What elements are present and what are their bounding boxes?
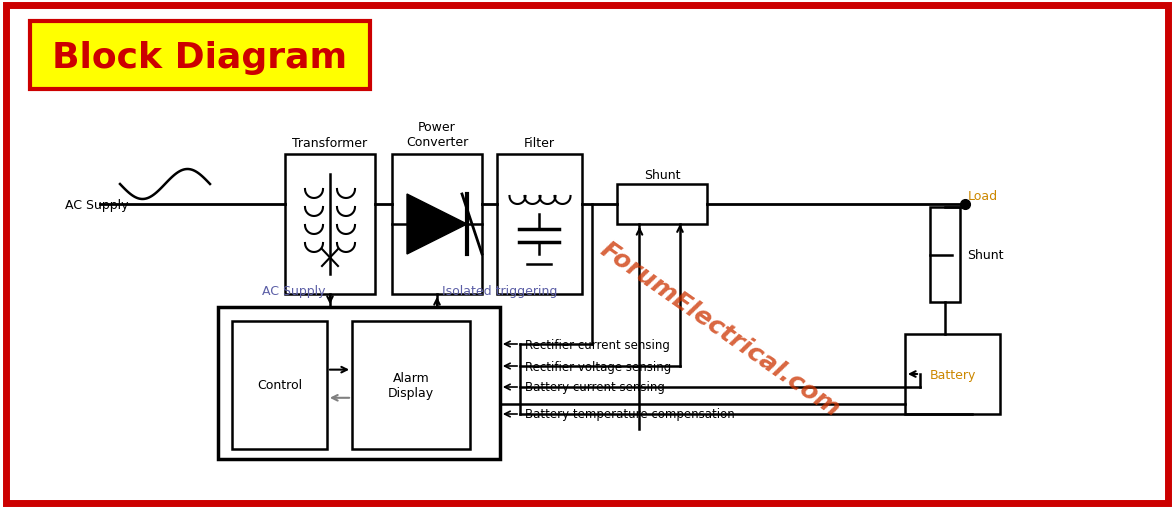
Bar xyxy=(218,307,500,459)
Bar xyxy=(392,155,483,294)
Bar xyxy=(285,155,375,294)
Bar xyxy=(31,22,370,90)
Bar xyxy=(352,321,470,449)
Bar xyxy=(930,208,960,302)
Bar xyxy=(497,155,582,294)
Polygon shape xyxy=(407,194,467,254)
Text: Isolated triggering: Isolated triggering xyxy=(441,285,558,297)
Text: Rectifier current sensing: Rectifier current sensing xyxy=(525,338,670,351)
Text: Filter: Filter xyxy=(524,136,555,149)
Text: Battery current sensing: Battery current sensing xyxy=(525,381,664,394)
Text: Battery temperature compensation: Battery temperature compensation xyxy=(525,408,735,420)
Text: Shunt: Shunt xyxy=(966,248,1004,262)
Bar xyxy=(905,334,1000,414)
Text: Battery: Battery xyxy=(930,368,976,381)
Text: Alarm
Display: Alarm Display xyxy=(387,371,434,399)
Text: Block Diagram: Block Diagram xyxy=(53,41,348,75)
Bar xyxy=(618,185,707,224)
Text: Transformer: Transformer xyxy=(292,136,367,149)
Text: ForumElectrical.com: ForumElectrical.com xyxy=(595,237,844,421)
Text: Load: Load xyxy=(969,190,998,203)
Text: Power
Converter: Power Converter xyxy=(406,121,468,149)
Text: AC Supply: AC Supply xyxy=(65,198,128,211)
Bar xyxy=(232,321,328,449)
Text: AC Supply: AC Supply xyxy=(262,285,325,297)
Text: Rectifier voltage sensing: Rectifier voltage sensing xyxy=(525,360,672,373)
Text: Shunt: Shunt xyxy=(643,168,680,181)
Text: Control: Control xyxy=(257,379,302,392)
